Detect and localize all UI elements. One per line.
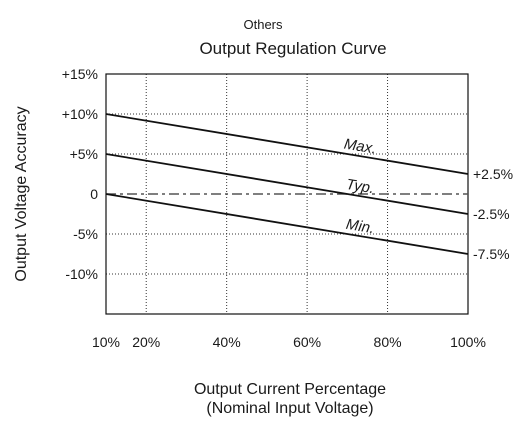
x-tick-label: 100% bbox=[450, 334, 486, 350]
y-tick-label: -5% bbox=[73, 226, 98, 242]
series-line-min bbox=[105, 193, 469, 255]
end-label-typ: -2.5% bbox=[473, 206, 510, 222]
series-line-max bbox=[105, 113, 469, 175]
series-label-typ: Typ. bbox=[345, 176, 375, 197]
y-tick-label: 0 bbox=[90, 186, 98, 202]
series-line-typ bbox=[105, 153, 469, 215]
y-tick-label: +10% bbox=[62, 106, 98, 122]
x-axis-label-line2: (Nominal Input Voltage) bbox=[206, 400, 373, 417]
series-label-max: Max. bbox=[343, 136, 378, 158]
x-tick-label: 10% bbox=[92, 334, 120, 350]
x-tick-label: 20% bbox=[132, 334, 160, 350]
y-tick-label: +5% bbox=[70, 146, 98, 162]
x-tick-label: 40% bbox=[213, 334, 241, 350]
y-ticks: +15% +10% +5% 0 -5% -10% bbox=[62, 66, 98, 282]
grid bbox=[106, 74, 468, 314]
plot-frame bbox=[105, 73, 469, 315]
chart-title: Output Regulation Curve bbox=[199, 39, 386, 58]
x-axis-label-line1: Output Current Percentage bbox=[194, 381, 386, 398]
x-ticks: 10% 20% 40% 60% 80% 100% bbox=[92, 334, 486, 350]
y-tick-label: -10% bbox=[65, 266, 98, 282]
end-label-min: -7.5% bbox=[473, 246, 510, 262]
y-axis-label: Output Voltage Accuracy bbox=[13, 106, 30, 281]
series-label-min: Min. bbox=[345, 216, 376, 237]
x-tick-label: 80% bbox=[374, 334, 402, 350]
end-label-max: +2.5% bbox=[473, 166, 513, 182]
series-group: Max. +2.5% Typ. -2.5% Min. -7.5% bbox=[105, 113, 513, 262]
supertitle: Others bbox=[243, 17, 283, 32]
x-tick-label: 60% bbox=[293, 334, 321, 350]
y-tick-label: +15% bbox=[62, 66, 98, 82]
